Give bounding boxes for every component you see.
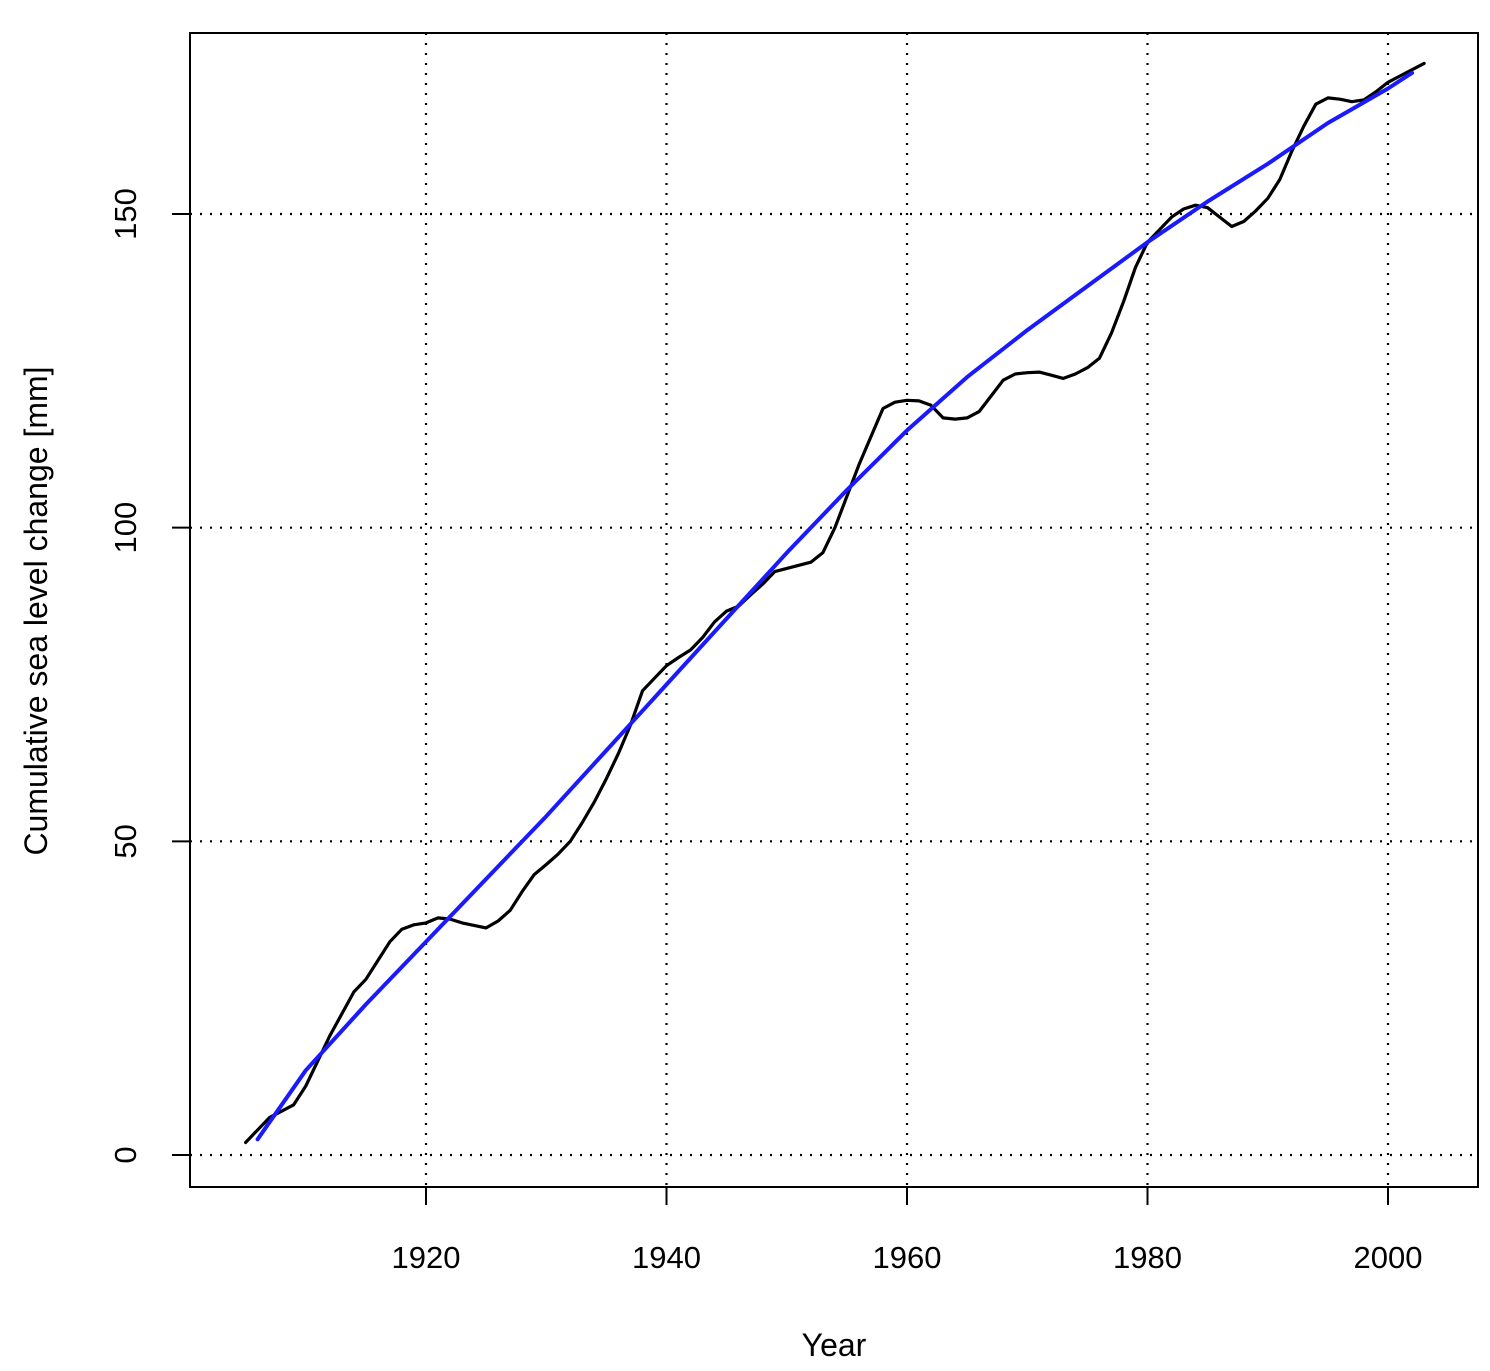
x-tick-label: 2000 (1354, 1240, 1423, 1275)
y-tick-label: 50 (108, 824, 143, 858)
y-tick-label: 100 (108, 502, 143, 554)
grid-lines (190, 33, 1478, 1187)
y-axis-label: Cumulative sea level change [mm] (18, 366, 54, 855)
data-series (244, 61, 1426, 1145)
observed-series-line (244, 61, 1426, 1145)
x-tick-label: 1980 (1113, 1240, 1182, 1275)
trend-series-line (255, 70, 1415, 1142)
x-tick-label: 1940 (632, 1240, 701, 1275)
x-tick-label: 1960 (873, 1240, 942, 1275)
x-axis: 1920 1940 1960 1980 2000 (392, 1186, 1423, 1275)
x-tick-label: 1920 (392, 1240, 461, 1275)
y-axis: 0 50 100 150 (108, 188, 191, 1164)
y-tick-label: 0 (108, 1146, 143, 1163)
y-tick-label: 150 (108, 188, 143, 240)
plot-frame (189, 32, 1479, 1188)
x-axis-label: Year (802, 1327, 867, 1363)
